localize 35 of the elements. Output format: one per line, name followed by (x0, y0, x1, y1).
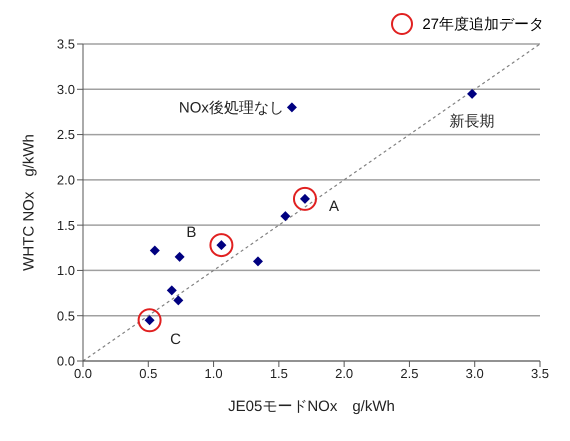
annotation: 新長期 (450, 112, 495, 130)
point (292, 186, 317, 211)
x-tick-label: 3.5 (530, 366, 550, 382)
x-tick-label: 1.5 (270, 366, 288, 382)
y-tick-label: 1.0 (56, 263, 75, 278)
point (467, 88, 478, 99)
point (173, 295, 184, 306)
point (174, 252, 185, 262)
x-tick-label: 2.0 (335, 366, 354, 382)
x-tick-label: 3.0 (466, 366, 484, 382)
legend-label: 27年度追加データ (422, 14, 544, 34)
annotation: C (170, 331, 182, 348)
point (280, 211, 290, 222)
y-tick-label: 2.5 (56, 127, 75, 142)
y-tick-label: 0.0 (56, 354, 75, 369)
y-tick-label: 3.0 (56, 82, 75, 97)
x-tick-label: 0.0 (74, 366, 92, 382)
x-axis-title: JE05モードNOx g/kWh (228, 398, 395, 415)
annotation: A (328, 198, 339, 215)
point (209, 233, 234, 258)
annotation: NOx後処理なし (178, 99, 284, 116)
y-tick-label: 1.5 (56, 218, 75, 233)
annotation: B (186, 224, 196, 242)
point (166, 285, 177, 296)
point (150, 246, 160, 256)
x-tick-label: 2.5 (400, 366, 418, 382)
y-axis-title: WHTC NOx g/kWh (20, 134, 38, 271)
y-tick-label: 2.0 (56, 172, 75, 188)
x-tick-label: 0.5 (139, 366, 158, 382)
point (138, 308, 162, 332)
y-tick-label: 0.5 (56, 308, 75, 324)
point (286, 102, 297, 112)
x-tick-label: 1.0 (204, 366, 223, 382)
point (252, 256, 263, 266)
y-tick-label: 3.5 (56, 36, 75, 52)
